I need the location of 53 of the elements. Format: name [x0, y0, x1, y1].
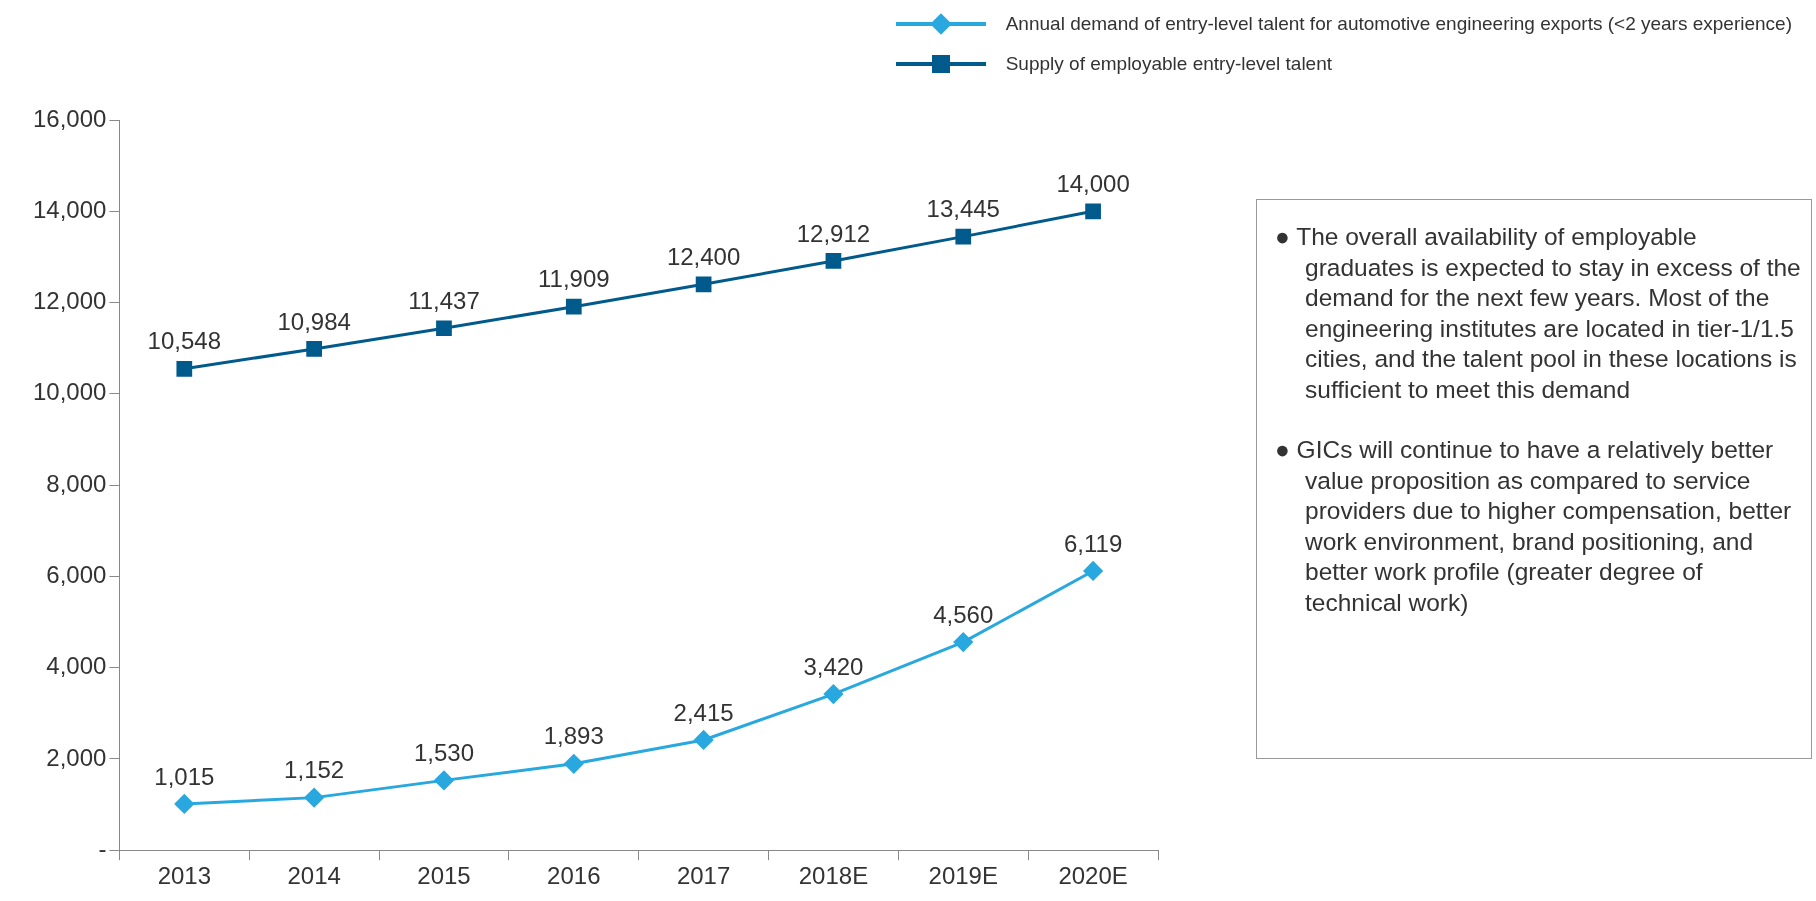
data-label: 10,984 [277, 307, 351, 335]
x-tick-label: 2017 [676, 862, 731, 890]
data-label: 4,560 [933, 600, 994, 628]
data-label: 1,015 [154, 762, 215, 790]
point [953, 632, 973, 652]
point [436, 320, 452, 337]
y-tick-label: - [98, 834, 107, 862]
x-tick-label: 2019E [928, 862, 998, 890]
legend-label: Annual demand of entry-level talent for automotive engineering exports (<2 years experience) [1005, 13, 1792, 35]
point [304, 788, 324, 808]
y-tick-label: 10,000 [33, 378, 107, 406]
point [1085, 203, 1101, 220]
text: ● The overall availability of employable graduates is expected to stay in excess of the demand for the next few years. Most of the engineering institutes are located in tier-1/1.5 cities, and the talent pool in these locations is sufficient to meet this demand [1275, 222, 1801, 405]
point [306, 341, 323, 357]
y-tick-label: 2,000 [46, 743, 107, 771]
y-tick-label: 16,000 [33, 104, 107, 132]
data-label: 1,530 [413, 739, 474, 766]
point [823, 684, 843, 704]
y-tick-label: 6,000 [46, 561, 107, 588]
data-label: 13,445 [926, 195, 1000, 223]
data-label: 12,912 [796, 219, 871, 247]
y-tick-label: 4,000 [46, 652, 107, 680]
data-label: 1,152 [284, 756, 345, 784]
y-tick-label: 14,000 [33, 195, 107, 223]
x-tick-label: 2015 [417, 862, 471, 890]
data-label: 12,400 [666, 242, 741, 270]
point [565, 298, 582, 315]
y-tick-label: 8,000 [46, 469, 107, 497]
y-tick-label: 12,000 [33, 287, 107, 315]
point [695, 276, 712, 293]
data-label: 3,420 [803, 652, 864, 680]
legend-label: Supply of employable entry-level talent [1005, 53, 1333, 75]
data-label: 14,000 [1056, 169, 1130, 197]
point [694, 730, 714, 750]
data-label: 11,909 [537, 265, 610, 293]
data-label: 10,548 [147, 327, 222, 355]
x-tick-label: 2013 [157, 862, 212, 890]
point [955, 228, 972, 245]
point [825, 253, 842, 269]
point [434, 770, 454, 790]
x-tick-label: 2018E [798, 862, 869, 890]
x-tick-label: 2016 [547, 862, 601, 890]
point [176, 360, 193, 377]
data-label: 2,415 [673, 698, 734, 726]
data-label: 11,437 [408, 286, 480, 314]
x-tick-label: 2020E [1058, 862, 1128, 890]
data-label: 1,893 [543, 722, 604, 750]
point [1083, 561, 1103, 581]
x-tick-label: 2014 [287, 862, 341, 890]
text: ● GICs will continue to have a relatively better value proposition as compared to service providers due to higher compensation, better work environment, brand positioning, and better work profile (greater degree of technical work) [1275, 435, 1793, 618]
point [564, 754, 584, 774]
data-label: 6,119 [1063, 529, 1123, 557]
point [174, 794, 194, 814]
